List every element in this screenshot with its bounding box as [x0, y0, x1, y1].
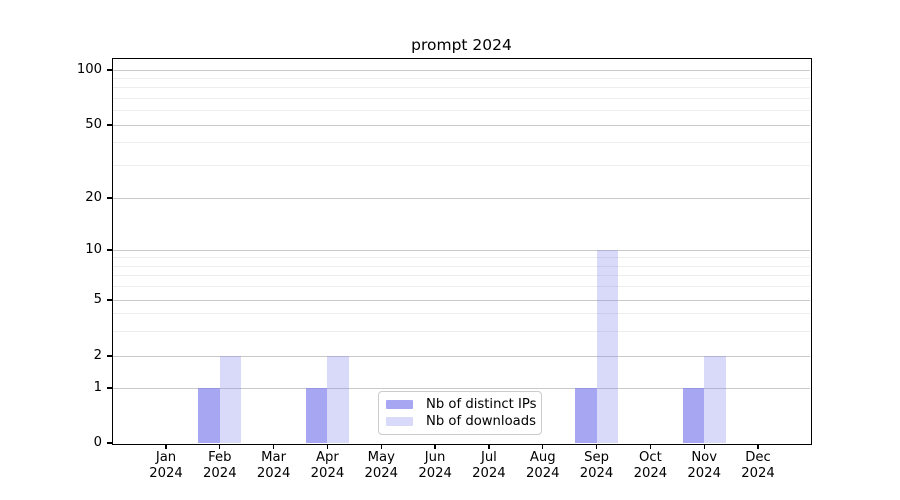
- x-tick-label: Mar 2024: [256, 450, 291, 481]
- gridline-minor: [113, 275, 810, 277]
- gridlines-layer: [113, 59, 810, 443]
- x-tick-mark: [649, 444, 652, 449]
- y-tick-mark: [107, 124, 113, 126]
- y-tick-label: 100: [76, 62, 102, 77]
- x-tick-label: Oct 2024: [633, 450, 668, 481]
- x-tick-mark: [326, 444, 329, 449]
- x-tick-label: Nov 2024: [687, 450, 721, 481]
- bar-distinct-ips-feb: [198, 388, 220, 443]
- x-tick-mark: [595, 444, 598, 449]
- bars-layer: [113, 59, 810, 443]
- y-tick-label: 2: [93, 348, 102, 363]
- x-tick-mark: [272, 444, 275, 449]
- legend-item: Nb of distinct IPs: [386, 396, 537, 413]
- y-tick-label: 20: [85, 190, 102, 205]
- plot-area: [111, 57, 812, 445]
- bar-distinct-ips-apr: [305, 388, 328, 443]
- y-tick-mark: [107, 355, 113, 357]
- gridline-major: [113, 355, 810, 357]
- gridline-major: [113, 197, 810, 199]
- x-tick-mark: [434, 444, 436, 449]
- y-tick-mark: [107, 387, 113, 389]
- x-tick-label: Feb 2024: [203, 450, 237, 481]
- y-tick-label: 0: [93, 435, 102, 450]
- gridline-minor: [113, 257, 810, 259]
- x-tick-mark: [757, 444, 759, 449]
- x-tick-mark: [165, 444, 167, 449]
- y-tick-label: 5: [93, 292, 102, 307]
- x-tick-label: Aug 2024: [525, 450, 560, 481]
- legend-label: Nb of distinct IPs: [426, 397, 537, 412]
- gridline-major: [113, 387, 810, 389]
- x-tick-label: May 2024: [364, 450, 399, 481]
- y-tick-mark: [107, 299, 113, 301]
- gridline-minor: [113, 286, 810, 288]
- x-tick-mark: [380, 444, 382, 449]
- x-tick-mark: [542, 444, 544, 449]
- legend-label: Nb of downloads: [426, 414, 536, 429]
- x-tick-label: Sep 2024: [579, 450, 614, 481]
- gridline-minor: [113, 97, 810, 99]
- gridline-minor: [113, 165, 810, 167]
- gridline-minor: [113, 330, 810, 332]
- gridline-major: [113, 299, 810, 301]
- bar-downloads-sep: [596, 250, 619, 443]
- x-tick-label: Apr 2024: [310, 450, 345, 481]
- y-tick-label: 50: [85, 117, 102, 132]
- x-tick-mark: [219, 444, 221, 449]
- gridline-minor: [113, 77, 810, 79]
- legend-item: Nb of downloads: [386, 413, 536, 430]
- x-tick-mark: [703, 444, 705, 449]
- y-tick-label: 1: [93, 380, 102, 395]
- bar-distinct-ips-sep: [575, 388, 597, 443]
- y-tick-label: 10: [85, 242, 102, 257]
- gridline-minor: [113, 265, 810, 267]
- x-tick-mark: [488, 444, 490, 449]
- x-tick-label: Dec 2024: [741, 450, 775, 481]
- gridline-major: [113, 124, 810, 126]
- y-tick-mark: [107, 249, 113, 251]
- gridline-major: [113, 249, 810, 251]
- legend-swatch-distinct-ips: [386, 399, 413, 410]
- gridline-minor: [113, 87, 810, 89]
- chart-title: prompt 2024: [411, 36, 512, 54]
- bar-distinct-ips-nov: [682, 388, 705, 443]
- gridline-minor: [113, 313, 810, 315]
- bar-downloads-nov: [704, 356, 726, 443]
- y-tick-mark: [107, 442, 113, 444]
- legend-swatch-downloads: [386, 416, 413, 427]
- gridline-minor: [113, 142, 810, 144]
- gridline-minor: [113, 110, 810, 112]
- bar-downloads-feb: [219, 356, 242, 443]
- y-tick-mark: [107, 197, 113, 199]
- x-tick-label: Jan 2024: [149, 450, 183, 481]
- x-tick-label: Jul 2024: [472, 450, 506, 481]
- legend: Nb of distinct IPs Nb of downloads: [378, 391, 542, 435]
- y-tick-mark: [107, 69, 113, 71]
- gridline-major: [113, 69, 810, 71]
- bar-downloads-apr: [327, 356, 349, 443]
- x-tick-label: Jun 2024: [418, 450, 452, 481]
